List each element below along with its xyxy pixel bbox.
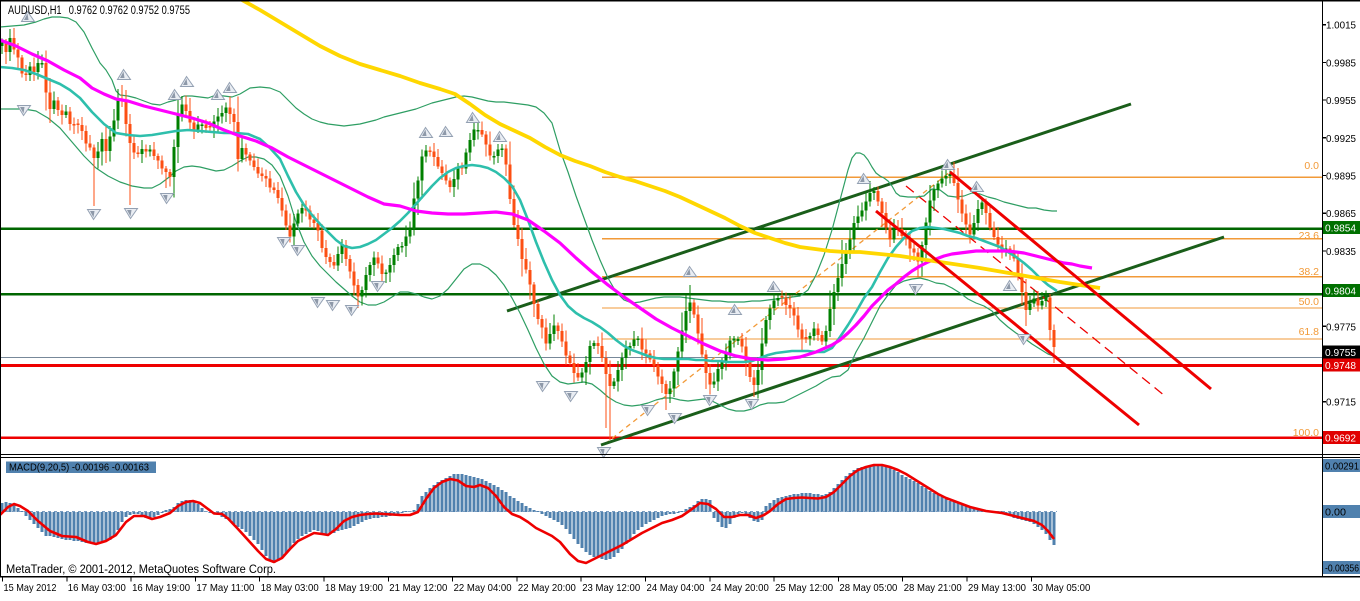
svg-text:23 May 12:00: 23 May 12:00 [582,582,640,594]
svg-text:0.00291: 0.00291 [1325,461,1359,473]
svg-text:0.9854: 0.9854 [1325,223,1356,235]
svg-text:23.6: 23.6 [1299,230,1320,242]
svg-text:0.9715: 0.9715 [1326,397,1356,409]
svg-text:22 May 04:00: 22 May 04:00 [454,582,512,594]
svg-text:0.9865: 0.9865 [1326,208,1356,220]
svg-text:38.2: 38.2 [1299,266,1320,278]
svg-text:0.9692: 0.9692 [1325,433,1356,445]
svg-text:100.0: 100.0 [1293,427,1319,439]
svg-text:0.00: 0.00 [1325,507,1346,519]
svg-text:AUDUSD,H1 0.9762 0.9762 0.975: AUDUSD,H1 0.9762 0.9762 0.9752 0.9755 [8,5,190,17]
svg-text:18 May 19:00: 18 May 19:00 [325,582,383,594]
svg-text:50.0: 50.0 [1299,296,1320,308]
svg-text:0.0: 0.0 [1304,160,1319,172]
svg-text:0.9955: 0.9955 [1326,95,1356,107]
svg-text:16 May 19:00: 16 May 19:00 [132,582,190,594]
svg-text:0.9925: 0.9925 [1326,133,1356,145]
svg-text:15 May 2012: 15 May 2012 [4,582,57,594]
svg-text:1.0015: 1.0015 [1326,20,1356,32]
svg-text:0.9804: 0.9804 [1325,286,1356,298]
svg-text:28 May 05:00: 28 May 05:00 [839,582,897,594]
svg-text:0.9755: 0.9755 [1325,347,1356,359]
svg-text:0.9748: 0.9748 [1325,360,1356,372]
svg-text:-0.00356: -0.00356 [1325,563,1359,575]
svg-text:25 May 12:00: 25 May 12:00 [775,582,833,594]
svg-text:28 May 21:00: 28 May 21:00 [904,582,962,594]
svg-text:16 May 03:00: 16 May 03:00 [68,582,126,594]
svg-text:MetaTrader, © 2001-2012, MetaQ: MetaTrader, © 2001-2012, MetaQuotes Soft… [6,564,276,576]
svg-text:21 May 12:00: 21 May 12:00 [389,582,447,594]
svg-text:24 May 04:00: 24 May 04:00 [647,582,705,594]
svg-text:0.9895: 0.9895 [1326,171,1356,183]
svg-text:0.9985: 0.9985 [1326,57,1356,69]
svg-text:61.8: 61.8 [1299,326,1320,338]
svg-text:22 May 20:00: 22 May 20:00 [518,582,576,594]
svg-text:24 May 20:00: 24 May 20:00 [711,582,769,594]
svg-text:30 May 05:00: 30 May 05:00 [1032,582,1090,594]
svg-text:17 May 11:00: 17 May 11:00 [196,582,254,594]
svg-text:MACD(9,20,5) -0.00196 -0.00163: MACD(9,20,5) -0.00196 -0.00163 [9,463,149,474]
svg-text:18 May 03:00: 18 May 03:00 [261,582,319,594]
svg-text:0.9835: 0.9835 [1326,246,1356,258]
svg-text:29 May 13:00: 29 May 13:00 [968,582,1026,594]
svg-text:0.9775: 0.9775 [1326,321,1356,333]
